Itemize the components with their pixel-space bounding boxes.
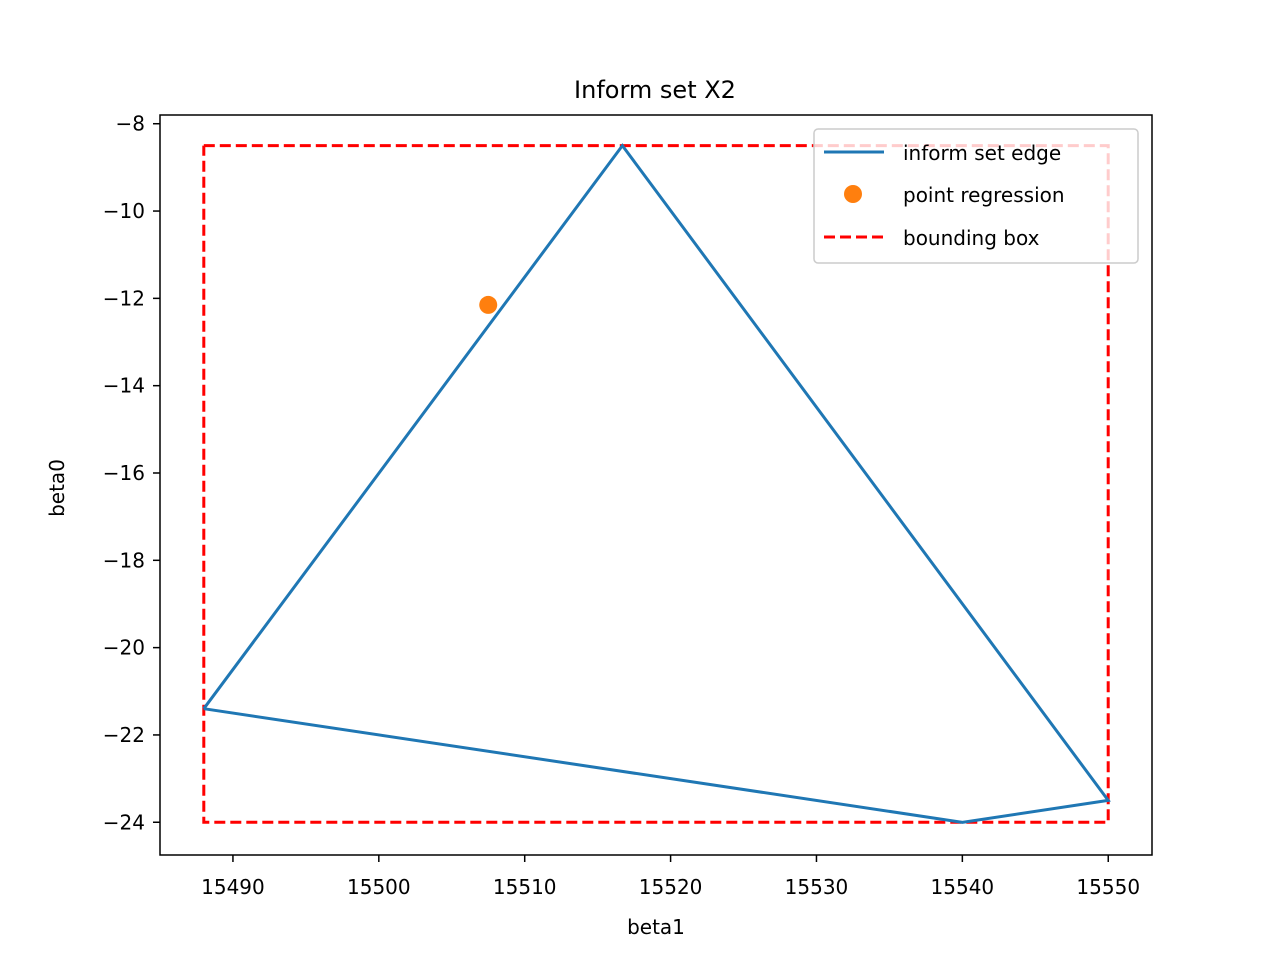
y-tick-label: −8 bbox=[116, 112, 145, 136]
y-axis-label: beta0 bbox=[45, 459, 69, 517]
legend-box bbox=[813, 128, 1139, 264]
y-tick-label: −14 bbox=[103, 374, 145, 398]
y-tick-label: −20 bbox=[103, 636, 145, 660]
series-inform-set-edge bbox=[202, 143, 1111, 824]
chart-title: Inform set X2 bbox=[574, 76, 736, 104]
x-tick-label: 15540 bbox=[931, 875, 995, 899]
x-tick-label: 15530 bbox=[785, 875, 849, 899]
y-tick-label: −12 bbox=[103, 286, 145, 310]
legend-label-inform-set-edge: inform set edge bbox=[903, 141, 1061, 165]
x-axis-label: beta1 bbox=[627, 915, 685, 939]
legend: inform set edge point regression boundin… bbox=[813, 128, 1139, 264]
legend-marker-swatch bbox=[844, 185, 862, 203]
y-tick-label: −10 bbox=[103, 199, 145, 223]
y-tick-label: −24 bbox=[103, 810, 145, 834]
legend-label-bounding-box: bounding box bbox=[903, 226, 1040, 250]
y-axis: −8 −10 −12 −14 −16 −18 −20 −22 −24 bbox=[103, 112, 160, 834]
plot-frame bbox=[159, 114, 1153, 856]
x-axis: 15490 15500 15510 15520 15530 15540 15550 bbox=[201, 855, 1140, 899]
y-tick-label: −22 bbox=[103, 723, 145, 747]
y-tick-label: −18 bbox=[103, 548, 145, 572]
legend-label-point-regression: point regression bbox=[903, 183, 1065, 207]
x-tick-label: 15520 bbox=[639, 875, 703, 899]
series-point-regression bbox=[479, 295, 498, 314]
y-tick-label: −16 bbox=[103, 461, 145, 485]
series-layer bbox=[202, 143, 1111, 824]
series-bounding-box bbox=[202, 144, 1110, 824]
x-tick-label: 15500 bbox=[347, 875, 411, 899]
x-tick-label: 15550 bbox=[1076, 875, 1140, 899]
x-tick-label: 15510 bbox=[493, 875, 557, 899]
x-tick-label: 15490 bbox=[201, 875, 265, 899]
